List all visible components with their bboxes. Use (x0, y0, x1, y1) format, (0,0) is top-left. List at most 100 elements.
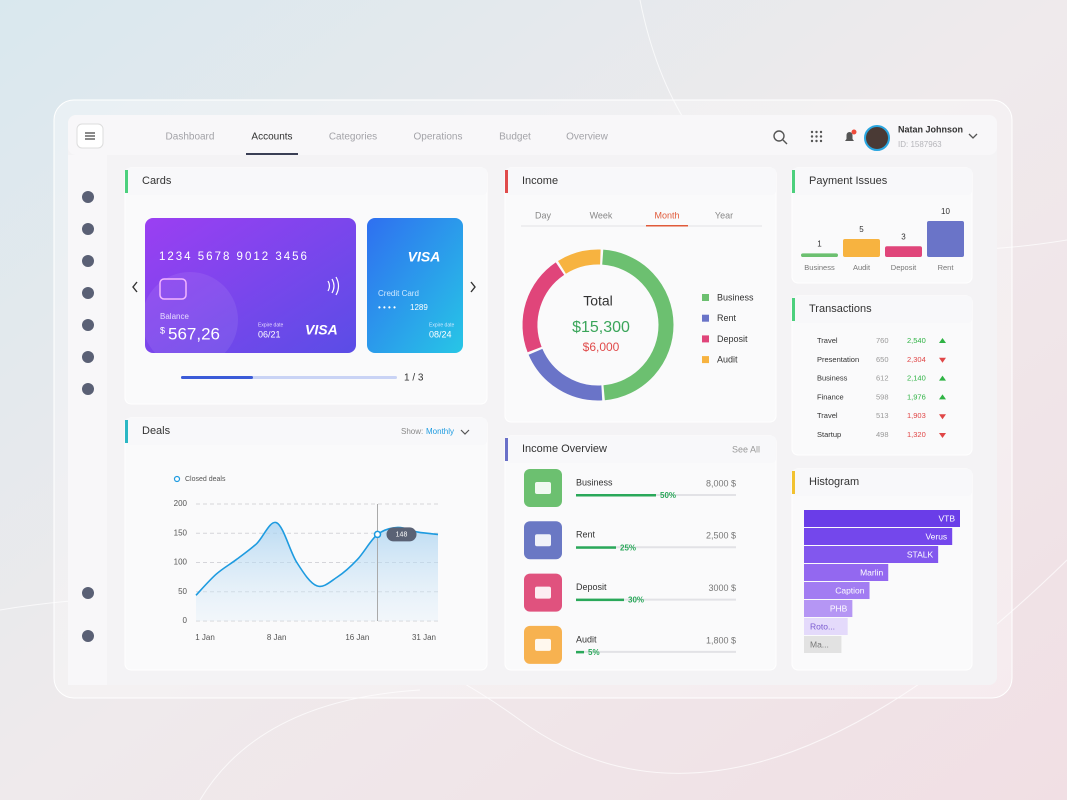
sidebar-icon[interactable] (82, 351, 94, 363)
sidebar-icon[interactable] (82, 587, 94, 599)
cards-panel-title: Cards (142, 175, 172, 187)
progress-label: 5% (588, 648, 600, 657)
hbar (804, 564, 889, 581)
nav-tab[interactable]: Overview (566, 132, 608, 143)
period-tab[interactable]: Year (715, 210, 733, 220)
sidebar-icon[interactable] (82, 255, 94, 267)
period-tab[interactable]: Week (590, 210, 613, 220)
histogram-panel-accent (792, 471, 795, 494)
hbar (804, 600, 853, 617)
apps-dot[interactable] (819, 139, 823, 143)
sidebar-icon[interactable] (82, 223, 94, 235)
next-arrow[interactable] (470, 281, 476, 293)
hbar (804, 510, 960, 527)
hbar-label: STALK (907, 549, 934, 559)
nfc-icon (327, 276, 340, 296)
apps-dot[interactable] (815, 130, 818, 134)
sidebar-icon[interactable] (82, 383, 94, 395)
x-tick-label: 8 Jan (267, 633, 287, 642)
y-tick-label: 50 (178, 587, 187, 596)
trend-icon (939, 394, 946, 400)
nav-tab[interactable]: Accounts (251, 132, 292, 143)
apps-dot[interactable] (810, 135, 814, 138)
row-name: Business (817, 374, 848, 383)
apps-dot[interactable] (810, 139, 814, 143)
period-tab[interactable]: Day (535, 210, 552, 220)
bell-icon[interactable] (845, 132, 854, 141)
row-count: 498 (876, 430, 889, 439)
prev-arrow[interactable] (132, 281, 138, 293)
payment-issues-panel-header (792, 168, 972, 195)
nav-tab[interactable]: Operations (414, 132, 463, 143)
category-glyph (535, 534, 551, 547)
nav-tab[interactable]: Categories (329, 132, 377, 143)
user-menu-chevron[interactable] (968, 133, 978, 139)
category-name: Deposit (576, 582, 607, 592)
x-tick-label: 16 Jan (345, 633, 369, 642)
legend-label: Closed deals (185, 476, 226, 483)
row-amount: 1,320 (907, 430, 926, 439)
card-primary[interactable] (145, 218, 356, 353)
search-icon[interactable] (773, 130, 785, 142)
nav-tab[interactable]: Dashboard (166, 132, 215, 143)
income-overview-panel-accent (505, 438, 508, 461)
legend-label: Business (717, 292, 754, 302)
trend-icon (939, 414, 946, 420)
hbar (804, 582, 870, 599)
apps-dot[interactable] (815, 135, 818, 138)
sidebar-icon[interactable] (82, 287, 94, 299)
progress-label: 25% (620, 543, 636, 552)
trend-icon (939, 338, 946, 343)
bar-value: 3 (901, 232, 906, 241)
deals-panel-title: Deals (142, 425, 171, 437)
card-brand: VISA (305, 322, 338, 338)
row-count: 513 (876, 411, 889, 420)
transactions-panel-header (792, 296, 972, 323)
period-tab[interactable]: Month (654, 210, 679, 220)
bar-value: 5 (859, 225, 864, 234)
category-amount: 1,800 $ (706, 635, 736, 645)
hbar-label: VTB (938, 513, 955, 523)
sidebar-icon[interactable] (82, 191, 94, 203)
progress-bar (576, 494, 656, 497)
row-name: Travel (817, 336, 838, 345)
card-secondary[interactable] (367, 218, 463, 353)
donut-segment (528, 348, 603, 401)
expire-date: 08/24 (429, 329, 452, 339)
period-select[interactable]: Monthly (426, 427, 454, 436)
payment-issues-panel-accent (792, 170, 795, 193)
apps-dot[interactable] (810, 130, 814, 134)
bar-value: 1 (817, 240, 822, 249)
donut-title: Total (583, 293, 613, 309)
sidebar-icon[interactable] (82, 319, 94, 331)
row-count: 650 (876, 355, 889, 364)
period-chevron[interactable] (460, 429, 470, 435)
sidebar-icon[interactable] (82, 630, 94, 642)
menu-icon[interactable] (85, 132, 95, 140)
category-amount: 3000 $ (708, 583, 736, 593)
donut-segment (602, 249, 674, 401)
user-id: ID: 1587963 (898, 140, 942, 149)
card-chip (159, 278, 187, 300)
nav-tab[interactable]: Budget (499, 132, 531, 143)
active-tab-underline (246, 153, 298, 155)
legend-swatch (702, 294, 709, 301)
pager-progress (181, 376, 253, 379)
progress-bar (576, 598, 624, 602)
apps-dot[interactable] (819, 130, 823, 134)
row-amount: 2,540 (907, 336, 926, 345)
pager-label: 1 / 3 (404, 373, 424, 384)
progress-bar (576, 546, 616, 549)
income-overview-panel-header (505, 436, 776, 463)
bar (843, 239, 880, 257)
deals-panel-accent (125, 420, 128, 443)
see-all-link[interactable]: See All (732, 444, 760, 454)
bar-value: 10 (941, 207, 950, 216)
area-line (195, 521, 439, 596)
apps-dot[interactable] (819, 135, 823, 138)
trend-icon (939, 433, 946, 438)
apps-dot[interactable] (815, 139, 818, 143)
donut-subvalue: $6,000 (583, 340, 620, 354)
card-last4: 1289 (410, 303, 428, 312)
